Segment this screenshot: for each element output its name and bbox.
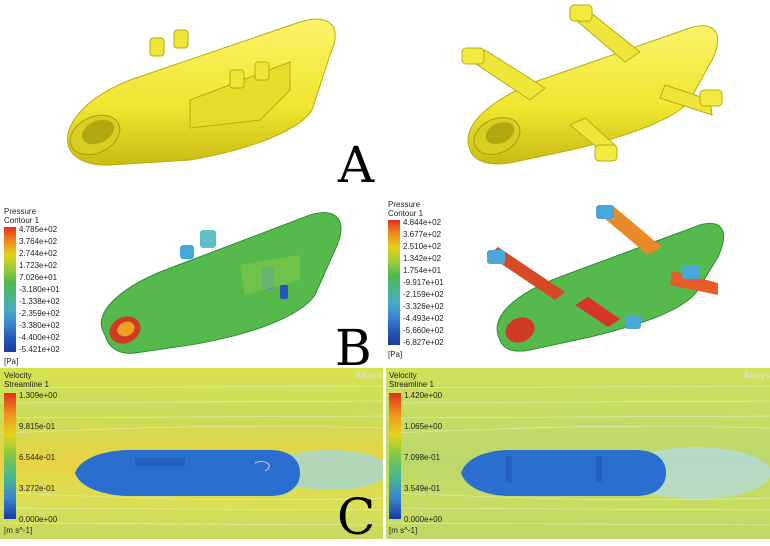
tick: -2.359e+02 xyxy=(19,309,60,318)
streamlines-left xyxy=(0,385,383,526)
legend-subtitle: Contour 1 xyxy=(388,209,424,218)
tick: -2.159e+02 xyxy=(403,290,444,299)
tick: 3.272e-01 xyxy=(19,484,56,493)
tick: 1.065e+00 xyxy=(404,422,443,431)
panel-b-pressure xyxy=(100,205,725,354)
colorbar xyxy=(389,393,401,519)
tick: 2.744e+02 xyxy=(19,249,58,258)
colorbar xyxy=(388,220,400,345)
tick: 6.544e-01 xyxy=(19,453,56,462)
legend-title: Pressure xyxy=(388,200,421,209)
streamlines-right xyxy=(386,385,770,526)
legend-subtitle: Streamline 1 xyxy=(4,380,49,389)
legend-unit: [Pa] xyxy=(388,350,403,359)
colorbar xyxy=(4,227,16,352)
pressure-model-right xyxy=(487,205,725,352)
tick: -5.421e+02 xyxy=(19,345,60,354)
tick: -4.400e+02 xyxy=(19,333,60,342)
tick: 3.764e+02 xyxy=(19,237,58,246)
legend-subtitle: Streamline 1 xyxy=(389,380,434,389)
tick: 2.510e+02 xyxy=(403,242,442,251)
colorbar xyxy=(4,393,16,519)
velocity-legend-left: Velocity Streamline 1 1.309e+00 9.815e-0… xyxy=(4,371,74,537)
label-c: C xyxy=(337,488,376,546)
pressure-legend-left: Pressure Contour 1 4.785e+02 3.764e+02 2… xyxy=(4,207,84,367)
model-a-compact xyxy=(67,18,336,166)
velocity-field-left: Ansys xyxy=(0,368,383,539)
legend-title: Velocity xyxy=(389,371,417,380)
legend-title: Pressure xyxy=(4,207,37,216)
tick: -4.493e+02 xyxy=(403,314,444,323)
label-a: A xyxy=(338,136,375,194)
hull-blue-left xyxy=(75,450,300,496)
hull-blue-right xyxy=(461,450,666,496)
tick: -3.380e+02 xyxy=(19,321,60,330)
label-b: B xyxy=(335,319,372,377)
velocity-legend-right: Velocity Streamline 1 1.420e+00 1.065e+0… xyxy=(389,371,459,537)
model-a-extended xyxy=(461,4,723,165)
tick: 0.000e+00 xyxy=(404,515,443,524)
tick: 1.342e+02 xyxy=(403,254,442,263)
tick: 1.309e+00 xyxy=(19,391,58,400)
tick: 7.098e-01 xyxy=(404,453,441,462)
tick: -9.917e+01 xyxy=(403,278,444,287)
tick: -5.660e+02 xyxy=(403,326,444,335)
tick: 3.677e+02 xyxy=(403,230,442,239)
tick: 9.815e-01 xyxy=(19,422,56,431)
tick: 4.844e+02 xyxy=(403,218,442,227)
tick: 1.723e+02 xyxy=(19,261,58,270)
ansys-logo: Ansys xyxy=(743,370,770,380)
legend-unit: [m s^-1] xyxy=(4,526,33,535)
ansys-logo: Ansys xyxy=(355,370,383,380)
tick: 1.754e+01 xyxy=(403,266,442,275)
tick: 3.549e-01 xyxy=(404,484,441,493)
legend-unit: [m s^-1] xyxy=(389,526,418,535)
panel-a-models xyxy=(67,4,723,166)
legend-unit: [Pa] xyxy=(4,357,19,366)
velocity-field-right: Ansys xyxy=(386,368,770,539)
tick: 1.420e+00 xyxy=(404,391,443,400)
tick: 7.026e+01 xyxy=(19,273,58,282)
tick: -3.326e+02 xyxy=(403,302,444,311)
pressure-model-left xyxy=(100,212,342,354)
tick: -6.827e+02 xyxy=(403,338,444,347)
tick: 4.785e+02 xyxy=(19,225,58,234)
tick: -3.180e+01 xyxy=(19,285,60,294)
tick: -1.338e+02 xyxy=(19,297,60,306)
legend-subtitle: Contour 1 xyxy=(4,216,40,225)
legend-title: Velocity xyxy=(4,371,32,380)
pressure-legend-right: Pressure Contour 1 4.844e+02 3.677e+02 2… xyxy=(388,200,468,362)
tick: 0.000e+00 xyxy=(19,515,58,524)
